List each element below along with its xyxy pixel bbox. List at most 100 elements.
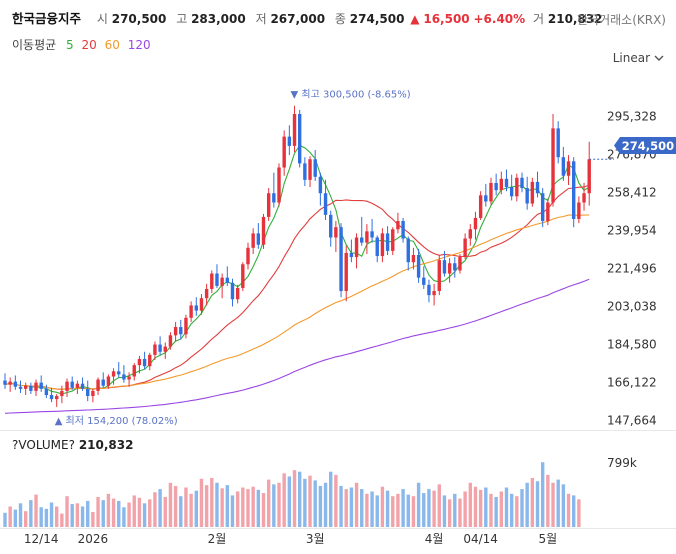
candle-body (117, 371, 121, 375)
candle-body (80, 383, 85, 389)
volume-bar (365, 493, 369, 527)
y-tick-label: 221,496 (607, 261, 657, 275)
volume-bar (577, 499, 581, 527)
volume-bar (566, 493, 571, 527)
volume-bar (168, 482, 173, 527)
volume-bar (153, 492, 157, 527)
candle (148, 352, 152, 371)
volume-bar (137, 497, 142, 527)
chevron-down-icon[interactable] (654, 54, 664, 62)
candle (277, 163, 281, 207)
candle-body (535, 181, 540, 194)
volume-bar (132, 495, 136, 527)
candle (189, 301, 193, 322)
candle (111, 368, 116, 385)
volume-bar (504, 487, 509, 527)
exchange-name: 한국거래소(KRX) (577, 13, 666, 27)
candle-body (396, 221, 400, 230)
candle-body (329, 214, 333, 238)
volume-bar (323, 482, 328, 527)
ma-period-60[interactable]: 60 (104, 38, 120, 52)
candle-body (566, 161, 571, 176)
candle-body (463, 238, 467, 258)
candle-body (122, 374, 126, 380)
candle-body (582, 193, 586, 203)
candle (380, 228, 385, 263)
candle (55, 393, 59, 407)
candle-body (60, 390, 64, 397)
candle-body (458, 257, 462, 271)
candle (587, 141, 591, 206)
candle-body (468, 229, 472, 239)
candle-body (437, 260, 441, 292)
candle-body (360, 237, 364, 243)
ma-period-120[interactable]: 120 (127, 38, 151, 52)
candle (437, 255, 441, 296)
candle (349, 239, 354, 263)
volume-bar (184, 487, 188, 527)
volume-bar (572, 495, 576, 527)
ma-period-20[interactable]: 20 (81, 38, 97, 52)
volume-bar (396, 493, 400, 527)
candle-body (225, 277, 230, 283)
ma-120-line (4, 278, 590, 414)
candle (199, 294, 204, 315)
candle (385, 226, 390, 255)
candle-body (3, 380, 7, 385)
candle (34, 379, 38, 397)
candle-body (158, 344, 162, 352)
candle (401, 217, 405, 243)
candle (137, 355, 142, 374)
scale-mode-select[interactable]: Linear (612, 51, 650, 65)
open-label: 시 (96, 12, 108, 26)
candle-body (34, 382, 38, 391)
volume-bar (225, 485, 230, 527)
candle-body (416, 255, 421, 278)
candle-body (86, 388, 90, 397)
volume-bar (179, 496, 183, 527)
candle-body (313, 159, 317, 177)
low-label: 저 (255, 12, 267, 26)
volume-bar (55, 506, 59, 527)
candle-body (499, 178, 504, 191)
candle (375, 235, 379, 263)
volume-bar (380, 486, 385, 527)
volume-bar (18, 503, 23, 527)
moving-average-legend[interactable]: 이동평균 5 20 60 120 (12, 36, 155, 53)
low-value: 267,000 (270, 12, 326, 26)
volume-label: 거 (533, 12, 545, 26)
candle-body (153, 344, 157, 355)
candle-body (478, 195, 483, 218)
candle (23, 382, 28, 395)
candle (520, 172, 524, 193)
volume-bar (148, 499, 152, 527)
volume-bar (525, 482, 529, 527)
volume-bar (354, 482, 359, 527)
candle-body (220, 277, 224, 286)
candle (3, 373, 7, 389)
candle-body (111, 371, 116, 377)
candle-body (18, 386, 23, 389)
volume-bar (313, 480, 317, 527)
volume-bar (473, 486, 478, 527)
candle (360, 216, 364, 246)
candle-body (422, 277, 426, 285)
volume-bar (401, 489, 405, 527)
x-tick-label: 4월 (425, 532, 444, 546)
volume-bar (246, 489, 250, 527)
volume-bar (163, 496, 167, 527)
candle-body (385, 233, 390, 251)
candle (499, 171, 504, 195)
candle (494, 173, 498, 196)
stock-name: 한국금융지주 (12, 11, 82, 26)
volume-bar (60, 513, 64, 527)
candle-body (473, 217, 478, 230)
candle-body (489, 182, 493, 202)
ma-period-5[interactable]: 5 (66, 38, 74, 52)
high-label: 고 (176, 12, 188, 26)
candle (572, 157, 576, 228)
candle-body (509, 187, 514, 197)
candle (246, 242, 250, 270)
candle-body (546, 202, 550, 222)
